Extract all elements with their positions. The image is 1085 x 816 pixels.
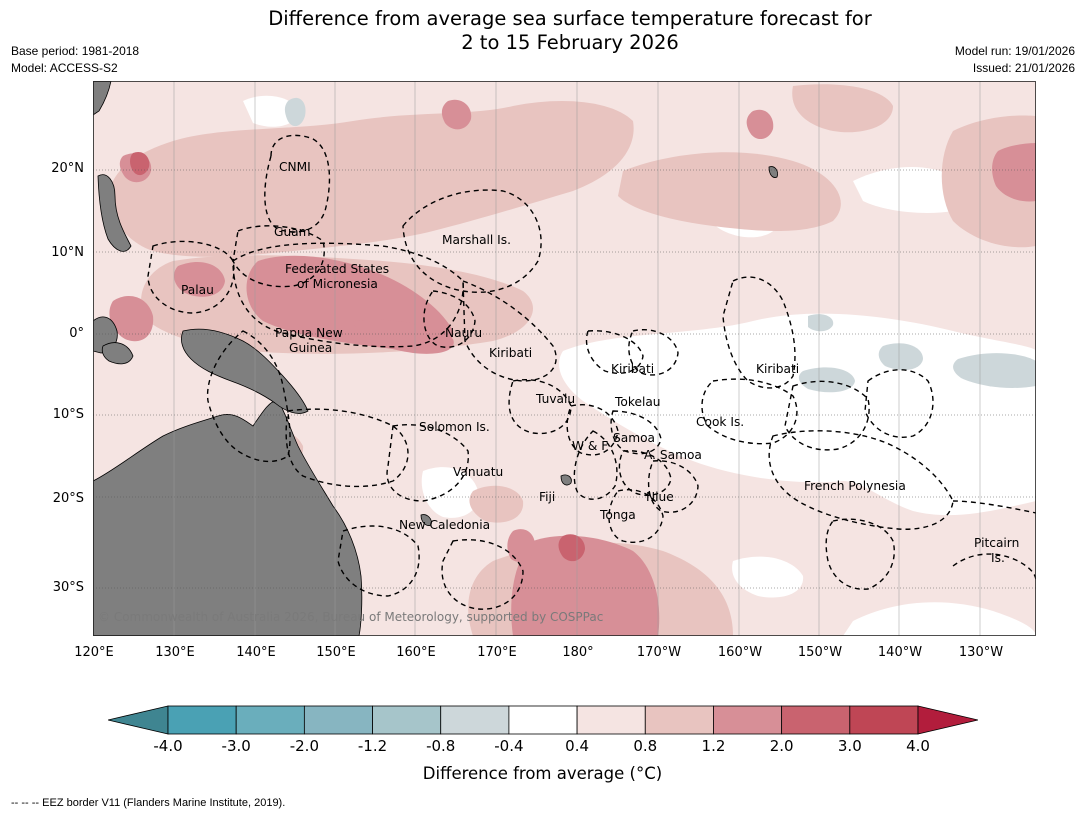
colorbar-tick: 4.0 [906,737,930,755]
colorbar-tick: -0.8 [426,737,456,755]
colorbar-tick: 0.4 [565,737,590,755]
lat-label-20n: 20°N [51,161,84,176]
label-pitcairn-1: Pitcairn [974,536,1019,550]
colorbar-box [303,705,373,735]
lon-label-150w: 150°W [797,645,843,660]
colorbar-box [576,705,646,735]
label-marshall: Marshall Is. [442,233,511,247]
graticule [93,169,1036,589]
label-fsm-1: Federated States [285,262,389,276]
label-vanuatu: Vanuatu [453,465,503,479]
colorbar-box [372,705,442,735]
label-wf: W & F [572,439,608,453]
label-tonga: Tonga [599,508,636,522]
map-frame [93,81,1036,636]
colorbar-box [781,705,851,735]
colorbar-tick: -1.2 [357,737,388,755]
label-niue: Niue [646,490,674,504]
cool-anomaly-regions [284,97,1036,393]
colorbar-box [167,705,237,735]
colorbar-label: Difference from average (°C) [422,764,663,783]
issued-date: Issued: 21/01/2026 [972,61,1075,75]
copyright-notice: © Commonwealth of Australia 2026, Bureau… [98,610,603,624]
sulawesi-landmass [101,342,134,365]
colorbar-box [508,705,578,735]
colorbar-box [440,705,510,735]
lon-label-140e: 140°E [236,645,276,660]
label-fsm-2: of Micronesia [297,277,378,291]
label-kiribati-east: Kiribati [756,362,799,376]
label-guam: Guam [274,225,311,239]
colorbar-tick: -2.0 [289,737,319,755]
lon-label-160e: 160°E [396,645,436,660]
colorbar [108,705,978,735]
map-title: Difference from average sea surface temp… [0,7,1085,55]
model-run: Model run: 19/01/2026 [954,44,1075,58]
lon-label-130e: 130°E [155,645,195,660]
colorbar-tick: -0.4 [494,737,524,755]
meridians [93,81,981,636]
colorbar-tick: -3.0 [221,737,251,755]
new-guinea-landmass [181,328,309,414]
new-caledonia-landmass [420,514,432,526]
lon-label-170e: 170°E [477,645,517,660]
lon-label-180: 180° [562,645,594,660]
eez-borders [147,134,1036,610]
label-pitcairn-2: Is. [991,551,1005,565]
philippines-landmass [97,174,132,252]
title-line-1: Difference from average sea surface temp… [268,7,872,30]
colorbar-extend-low [108,705,169,735]
colorbar-tick: 2.0 [769,737,794,755]
lon-label-130w: 130°W [958,645,1004,660]
meta-right: Model run: 19/01/2026 Issued: 21/01/2026 [955,43,1075,77]
lon-label-140w: 140°W [877,645,923,660]
colorbar-extend-high [917,705,978,735]
anomaly-1-2-to-2-0 [109,99,1036,636]
land-masses [93,81,778,636]
label-kiribati-west: Kiribati [489,346,532,360]
label-tokelau: Tokelau [614,395,661,409]
lat-label-10n: 10°N [51,245,84,260]
label-fiji: Fiji [539,490,555,504]
hawaii-landmass [768,166,778,178]
colorbar-box [713,705,783,735]
lat-label-30s: 30°S [52,580,84,595]
anomaly-2-0-to-3-0 [130,151,585,562]
label-nauru: Nauru [445,326,482,340]
colorbar-tick: 3.0 [837,737,862,755]
label-frpoly: French Polynesia [804,479,906,493]
fiji-landmass [560,474,572,486]
meta-left: Base period: 1981-2018 Model: ACCESS-S2 [11,43,139,77]
colorbar-box [849,705,919,735]
colorbar-box [235,705,305,735]
eez-footnote: -- -- -- EEZ border V11 (Flanders Marine… [11,797,286,809]
label-samoa: Samoa [613,431,655,445]
colorbar-tick: -4.0 [153,737,183,755]
lon-label-120e: 120°E [74,645,114,660]
lon-label-170w: 170°W [636,645,682,660]
colorbar-tick: 0.8 [633,737,658,755]
label-newcal: New Caledonia [399,518,490,532]
sst-anomaly-map: CNMI Guam Marshall Is. Federated States … [93,81,1036,636]
label-cnmi: CNMI [279,160,311,174]
label-asamoa: A. Samoa [644,448,702,462]
lat-label-20s: 20°S [52,491,84,506]
lat-label-10s: 10°S [52,407,84,422]
place-labels: CNMI Guam Marshall Is. Federated States … [181,160,1019,565]
lat-label-0: 0° [69,326,84,341]
label-png-2: Guinea [289,341,332,355]
lon-label-150e: 150°E [316,645,356,660]
lon-label-160w: 160°W [717,645,763,660]
label-tuvalu: Tuvalu [535,392,575,406]
colorbar-tick: 1.2 [701,737,726,755]
label-solomon: Solomon Is. [419,420,490,434]
model-name: Model: ACCESS-S2 [11,61,118,75]
base-period: Base period: 1981-2018 [11,44,140,58]
label-kiribati-central: Kiribati [611,362,654,376]
colorbar-box [644,705,714,735]
label-palau: Palau [181,283,214,297]
label-png-1: Papua New [275,326,343,340]
label-cook: Cook Is. [696,415,744,429]
title-line-2: 2 to 15 February 2026 [461,31,679,54]
